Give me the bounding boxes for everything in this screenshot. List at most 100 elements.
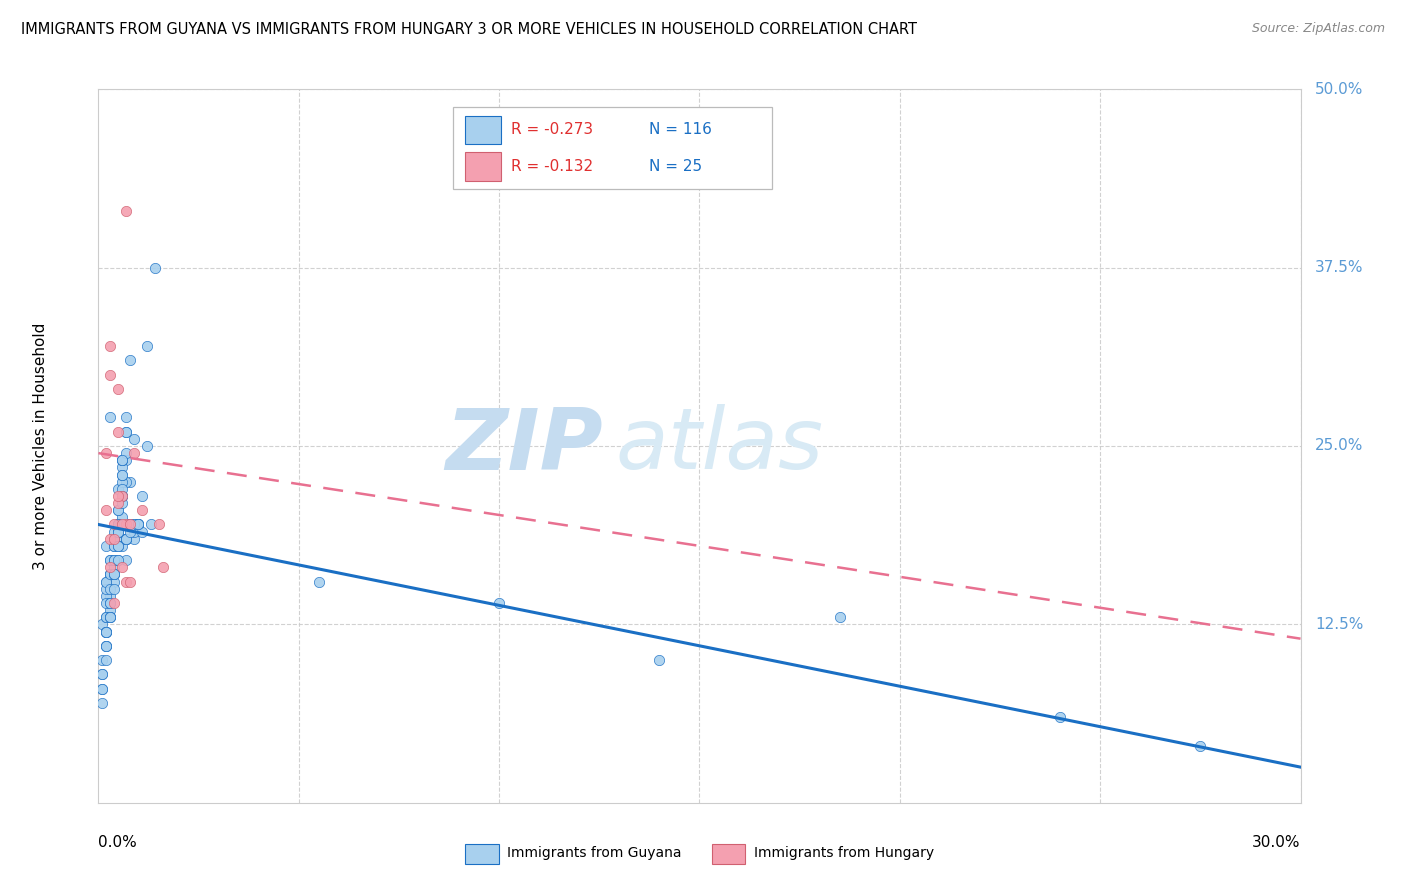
Point xyxy=(100,567,122,582)
Point xyxy=(100,532,122,546)
Point xyxy=(103,582,125,596)
Point xyxy=(111,467,134,482)
Point xyxy=(91,667,114,681)
Point xyxy=(100,610,122,624)
Point xyxy=(91,617,114,632)
Point xyxy=(91,653,114,667)
Point xyxy=(96,574,118,589)
Point xyxy=(111,453,134,467)
Point xyxy=(103,553,125,567)
Point xyxy=(115,446,138,460)
Point xyxy=(103,553,125,567)
Point xyxy=(96,653,118,667)
Point xyxy=(120,574,142,589)
Text: 12.5%: 12.5% xyxy=(1315,617,1364,632)
Bar xyxy=(453,107,772,189)
Text: atlas: atlas xyxy=(616,404,824,488)
Point xyxy=(96,639,118,653)
Point xyxy=(107,553,129,567)
Point xyxy=(107,517,129,532)
Text: 50.0%: 50.0% xyxy=(1315,82,1364,96)
Point xyxy=(111,560,134,574)
Point xyxy=(96,639,118,653)
Point xyxy=(115,532,138,546)
Text: N = 116: N = 116 xyxy=(650,122,711,137)
Point xyxy=(135,439,157,453)
Point xyxy=(120,475,142,489)
Text: Source: ZipAtlas.com: Source: ZipAtlas.com xyxy=(1251,22,1385,36)
Point xyxy=(100,610,122,624)
Point xyxy=(96,624,118,639)
Point xyxy=(143,260,166,275)
Point xyxy=(139,517,162,532)
Point xyxy=(115,453,138,467)
Point xyxy=(107,503,129,517)
Text: 30.0%: 30.0% xyxy=(1253,835,1301,850)
Point xyxy=(111,496,134,510)
Text: Immigrants from Hungary: Immigrants from Hungary xyxy=(754,847,934,861)
Text: Immigrants from Guyana: Immigrants from Guyana xyxy=(508,847,682,861)
Point xyxy=(111,510,134,524)
Point xyxy=(115,532,138,546)
Point xyxy=(100,553,122,567)
Point xyxy=(124,524,146,539)
Point xyxy=(120,517,142,532)
Point xyxy=(100,553,122,567)
Point xyxy=(828,610,851,624)
Point xyxy=(103,532,125,546)
Point xyxy=(111,475,134,489)
Point xyxy=(96,574,118,589)
Point xyxy=(308,574,330,589)
Point xyxy=(115,574,138,589)
Text: 0.0%: 0.0% xyxy=(98,835,138,850)
Point xyxy=(107,517,129,532)
Point xyxy=(100,596,122,610)
Point xyxy=(120,353,142,368)
Point xyxy=(115,517,138,532)
Point xyxy=(124,532,146,546)
Point xyxy=(107,517,129,532)
Point xyxy=(111,539,134,553)
Point xyxy=(96,503,118,517)
Point xyxy=(107,503,129,517)
Point xyxy=(111,460,134,475)
Point xyxy=(96,539,118,553)
Point xyxy=(100,567,122,582)
Point xyxy=(100,582,122,596)
Point xyxy=(128,517,150,532)
Point xyxy=(111,453,134,467)
Point xyxy=(96,589,118,603)
Point xyxy=(100,368,122,382)
Bar xyxy=(465,116,501,145)
Point xyxy=(103,524,125,539)
Point xyxy=(111,489,134,503)
Point xyxy=(96,610,118,624)
Point xyxy=(111,489,134,503)
Point xyxy=(103,567,125,582)
Point xyxy=(103,539,125,553)
Point xyxy=(111,453,134,467)
Point xyxy=(115,410,138,425)
Text: IMMIGRANTS FROM GUYANA VS IMMIGRANTS FROM HUNGARY 3 OR MORE VEHICLES IN HOUSEHOL: IMMIGRANTS FROM GUYANA VS IMMIGRANTS FRO… xyxy=(21,22,917,37)
Point xyxy=(103,532,125,546)
Text: R = -0.273: R = -0.273 xyxy=(510,122,593,137)
Bar xyxy=(465,844,499,864)
Point xyxy=(96,624,118,639)
Text: 25.0%: 25.0% xyxy=(1315,439,1364,453)
Point xyxy=(128,517,150,532)
Point xyxy=(96,624,118,639)
Point xyxy=(111,482,134,496)
Point xyxy=(103,567,125,582)
Point xyxy=(128,517,150,532)
Point xyxy=(91,696,114,710)
Point xyxy=(100,610,122,624)
Point xyxy=(120,517,142,532)
Point xyxy=(124,446,146,460)
Point xyxy=(107,482,129,496)
Point xyxy=(111,467,134,482)
Point xyxy=(96,639,118,653)
Point xyxy=(115,532,138,546)
Bar xyxy=(465,152,501,180)
Point xyxy=(103,596,125,610)
Point xyxy=(115,532,138,546)
